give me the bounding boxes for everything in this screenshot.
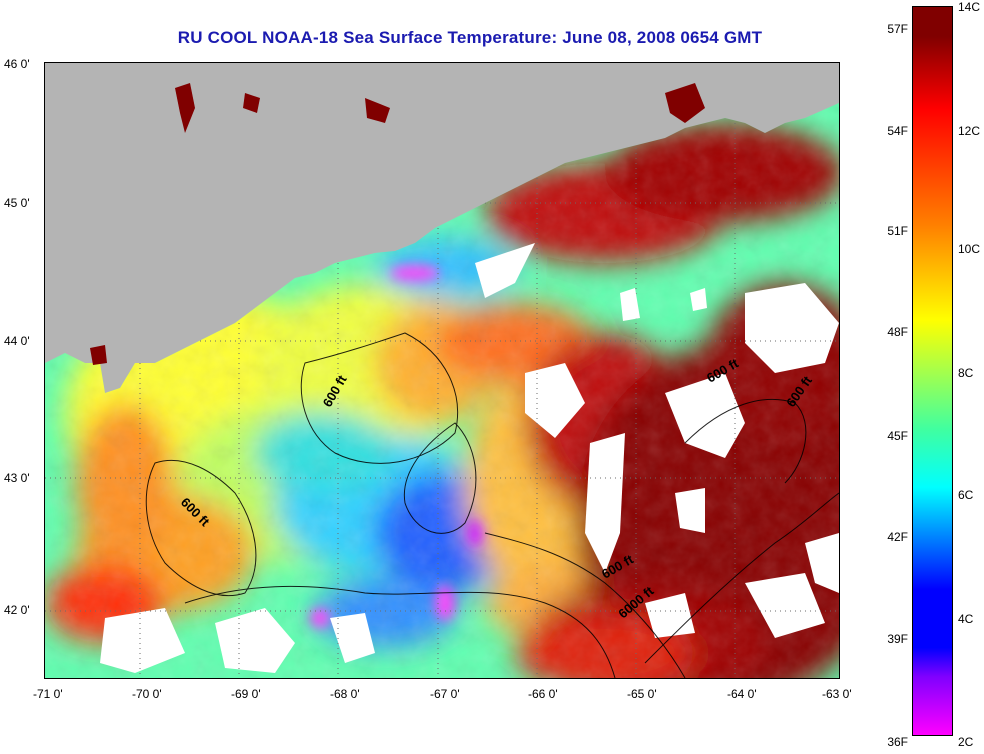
lon-tick-63: -63 0' xyxy=(822,687,852,701)
lon-tick-65: -65 0' xyxy=(627,687,657,701)
cbar-f-54: 54F xyxy=(887,124,908,138)
lat-tick-46: 46 0' xyxy=(4,57,30,71)
temperature-colorbar xyxy=(912,6,953,736)
cbar-c-2: 2C xyxy=(958,735,974,749)
cbar-c-14: 14C xyxy=(958,0,981,14)
sst-map-canvas: 600 ft 600 ft 600 ft 600 ft 600 ft 6000 … xyxy=(45,63,839,678)
cbar-c-12: 12C xyxy=(958,124,981,138)
cbar-c-10: 10C xyxy=(958,242,981,256)
cbar-f-48: 48F xyxy=(887,325,908,339)
lat-tick-44: 44 0' xyxy=(4,334,30,348)
cbar-f-45: 45F xyxy=(887,429,908,443)
lon-tick-70: -70 0' xyxy=(132,687,162,701)
lon-tick-67: -67 0' xyxy=(430,687,460,701)
cbar-f-57: 57F xyxy=(887,22,908,36)
cbar-f-51: 51F xyxy=(887,224,908,238)
sst-map: 600 ft 600 ft 600 ft 600 ft 600 ft 6000 … xyxy=(44,62,840,679)
lon-tick-68: -68 0' xyxy=(330,687,360,701)
lon-tick-71: -71 0' xyxy=(33,687,63,701)
lat-tick-42: 42 0' xyxy=(4,603,30,617)
lat-tick-45: 45 0' xyxy=(4,196,30,210)
cbar-f-36: 36F xyxy=(887,735,908,749)
cbar-f-39: 39F xyxy=(887,632,908,646)
map-title: RU COOL NOAA-18 Sea Surface Temperature:… xyxy=(177,28,763,47)
cbar-c-8: 8C xyxy=(958,366,974,380)
cbar-c-6: 6C xyxy=(958,488,974,502)
cbar-f-42: 42F xyxy=(887,530,908,544)
lat-tick-43: 43 0' xyxy=(4,471,30,485)
lon-tick-66: -66 0' xyxy=(528,687,558,701)
cbar-c-4: 4C xyxy=(958,612,974,626)
lon-tick-64: -64 0' xyxy=(727,687,757,701)
lon-tick-69: -69 0' xyxy=(231,687,261,701)
